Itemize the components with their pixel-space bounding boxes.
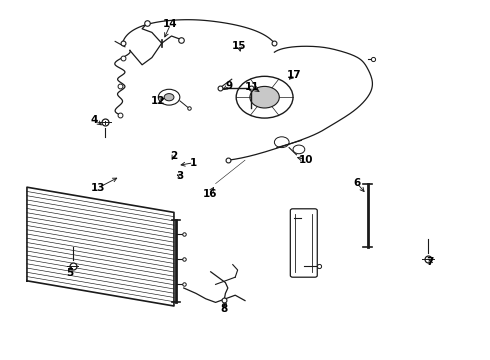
Text: 17: 17 (287, 70, 301, 80)
Text: 3: 3 (177, 171, 184, 181)
Text: 12: 12 (150, 96, 165, 106)
Text: 11: 11 (245, 82, 260, 92)
Text: 4: 4 (90, 114, 98, 125)
Text: 2: 2 (171, 150, 177, 161)
Text: 5: 5 (66, 268, 73, 278)
Text: 8: 8 (221, 304, 228, 314)
Circle shape (164, 94, 174, 101)
Circle shape (250, 86, 279, 108)
Text: 9: 9 (226, 81, 233, 91)
Text: 15: 15 (232, 41, 246, 51)
Text: 10: 10 (299, 155, 314, 165)
Text: 7: 7 (426, 257, 434, 267)
Text: 6: 6 (353, 178, 360, 188)
Text: 13: 13 (91, 183, 105, 193)
Text: 16: 16 (202, 189, 217, 199)
Text: 14: 14 (163, 19, 178, 30)
Text: 1: 1 (190, 158, 197, 168)
